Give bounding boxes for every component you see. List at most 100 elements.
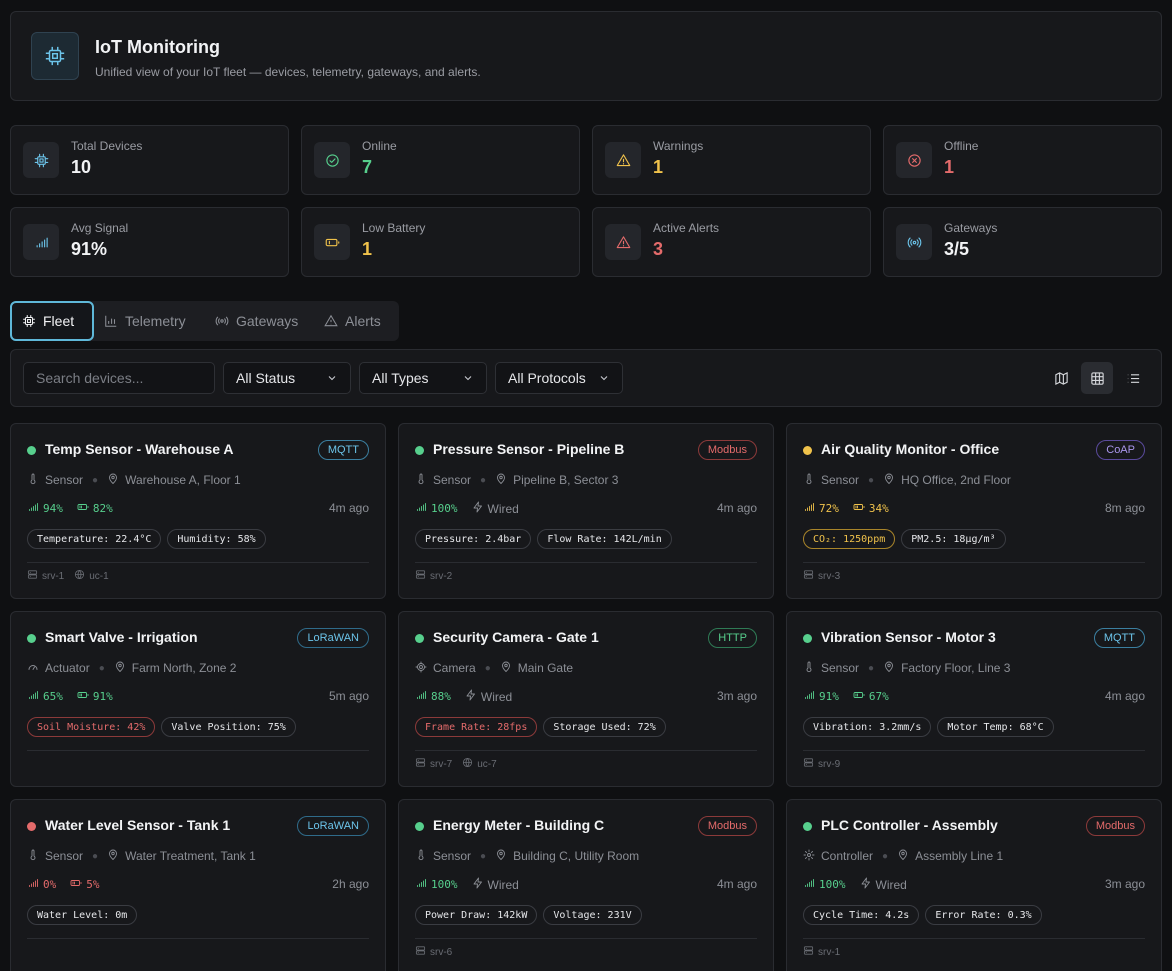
- alert-triangle-icon: [605, 224, 641, 260]
- device-meta: Camera ● Main Gate: [415, 660, 573, 676]
- battery-value: 5%: [86, 878, 100, 891]
- foot-label: uc-7: [477, 758, 497, 770]
- tab-fleet[interactable]: Fleet: [10, 301, 94, 341]
- controller-icon: [803, 849, 815, 864]
- chevron-down-icon: [328, 376, 336, 381]
- map-pin-icon: [107, 849, 119, 864]
- reading-tag: Motor Temp: 68°C: [937, 717, 1054, 737]
- signal-icon: [27, 877, 39, 892]
- chip-icon: [23, 142, 59, 178]
- radio-icon: [215, 316, 229, 326]
- reading-tags: Water Level: 0m: [27, 905, 138, 925]
- stat-card: Active Alerts 3: [592, 207, 871, 277]
- status-filter-value: All Status: [236, 370, 296, 386]
- foot-label: srv-9: [818, 758, 841, 770]
- device-type: Sensor: [821, 661, 860, 675]
- device-meta: Sensor ● Water Treatment, Tank 1: [27, 848, 256, 864]
- stat-card: Warnings 1: [592, 125, 871, 195]
- map-pin-icon: [495, 849, 507, 864]
- device-card[interactable]: Vibration Sensor - Motor 3 MQTT Sensor ● Fac…: [786, 611, 1162, 787]
- signal-value: 65%: [43, 690, 63, 703]
- device-name: PLC Controller - Assembly: [821, 817, 998, 833]
- signal-icon: [415, 501, 427, 516]
- reading-tag: Humidity: 58%: [167, 529, 266, 549]
- signal-icon: [415, 689, 427, 704]
- device-name: Pressure Sensor - Pipeline B: [433, 441, 625, 457]
- device-location: Main Gate: [517, 661, 574, 675]
- map-view-button[interactable]: [1045, 362, 1077, 394]
- stat-card: Low Battery 1: [301, 207, 580, 277]
- signal-icon: [803, 689, 815, 704]
- foot-label: srv-2: [430, 570, 453, 582]
- device-type: Sensor: [821, 473, 860, 487]
- reading-tag: Voltage: 231V: [543, 905, 642, 925]
- signal-icon: [27, 689, 39, 704]
- protocol-filter[interactable]: All Protocols: [495, 362, 623, 394]
- divider: [27, 750, 369, 751]
- device-type: Sensor: [45, 473, 84, 487]
- last-seen: 5m ago: [328, 689, 369, 703]
- reading-tag: Frame Rate: 28fps: [415, 717, 538, 737]
- signal-icon: [803, 877, 815, 892]
- reading-tag: Valve Position: 75%: [161, 717, 296, 737]
- protocol-badge: LoRaWAN: [297, 816, 369, 836]
- last-seen: 4m ago: [716, 877, 757, 891]
- bar-chart-icon: [105, 315, 117, 327]
- tab-alerts[interactable]: Alerts: [314, 301, 391, 341]
- protocol-badge: MQTT: [317, 440, 369, 460]
- last-seen: 4m ago: [1104, 689, 1145, 703]
- tab-telemetry[interactable]: Telemetry: [94, 301, 196, 341]
- page-title: IoT Monitoring: [95, 37, 220, 57]
- device-card[interactable]: Energy Meter - Building C Modbus Sensor ● Bu…: [398, 799, 774, 971]
- plug-icon: [472, 877, 484, 892]
- map-pin-icon: [495, 473, 507, 488]
- power-value: Wired: [487, 877, 519, 892]
- signal-value: 0%: [43, 878, 57, 891]
- stat-label: Warnings: [653, 139, 704, 153]
- search-input[interactable]: [23, 362, 215, 394]
- stat-label: Low Battery: [362, 221, 426, 235]
- device-location: Water Treatment, Tank 1: [125, 849, 256, 863]
- signal-icon: [27, 501, 39, 516]
- list-view-button[interactable]: [1117, 362, 1149, 394]
- device-card[interactable]: Air Quality Monitor - Office CoAP Sensor ● H…: [786, 423, 1162, 599]
- last-seen: 4m ago: [716, 501, 757, 515]
- signal-icon: [415, 877, 427, 892]
- device-meta: Sensor ● Building C, Utility Room: [415, 848, 639, 864]
- separator-dot: ●: [98, 662, 105, 674]
- stat-card: Online 7: [301, 125, 580, 195]
- type-filter[interactable]: All Types: [359, 362, 487, 394]
- separator-dot: ●: [882, 850, 889, 862]
- divider: [27, 938, 369, 939]
- stat-card: Avg Signal 91%: [10, 207, 289, 277]
- status-filter[interactable]: All Status: [223, 362, 351, 394]
- device-type: Camera: [433, 661, 476, 675]
- device-stats: 0% 5%: [27, 877, 100, 892]
- device-card[interactable]: Smart Valve - Irrigation LoRaWAN Actuator ●…: [10, 611, 386, 787]
- device-meta: Sensor ● Factory Floor, Line 3: [803, 660, 1010, 676]
- foot-label: srv-7: [430, 758, 453, 770]
- thermometer-icon: [27, 473, 39, 488]
- divider: [27, 562, 369, 563]
- status-dot: [27, 634, 36, 643]
- server-icon: [415, 569, 426, 583]
- status-dot: [415, 634, 424, 643]
- device-meta: Sensor ● Pipeline B, Sector 3: [415, 472, 618, 488]
- tab-gateways[interactable]: Gateways: [205, 301, 308, 341]
- chevron-down-icon: [464, 376, 472, 381]
- device-card[interactable]: Security Camera - Gate 1 HTTP Camera ● Main …: [398, 611, 774, 787]
- device-card[interactable]: PLC Controller - Assembly Modbus Controlle…: [786, 799, 1162, 971]
- device-card[interactable]: Temp Sensor - Warehouse A MQTT Sensor ● Ware…: [10, 423, 386, 599]
- grid-view-button[interactable]: [1081, 362, 1113, 394]
- stat-value: 1: [653, 157, 664, 177]
- reading-tags: CO₂: 1250ppm PM2.5: 18μg/m³: [803, 529, 1006, 549]
- device-card[interactable]: Water Level Sensor - Tank 1 LoRaWAN Sensor…: [10, 799, 386, 971]
- gauge-icon: [27, 661, 39, 676]
- tab-label: Alerts: [345, 313, 381, 329]
- battery-value: 34%: [868, 502, 889, 515]
- stat-card: Total Devices 10: [10, 125, 289, 195]
- device-name: Smart Valve - Irrigation: [45, 629, 198, 645]
- map-pin-icon: [897, 849, 909, 864]
- device-card[interactable]: Pressure Sensor - Pipeline B Modbus Sensor…: [398, 423, 774, 599]
